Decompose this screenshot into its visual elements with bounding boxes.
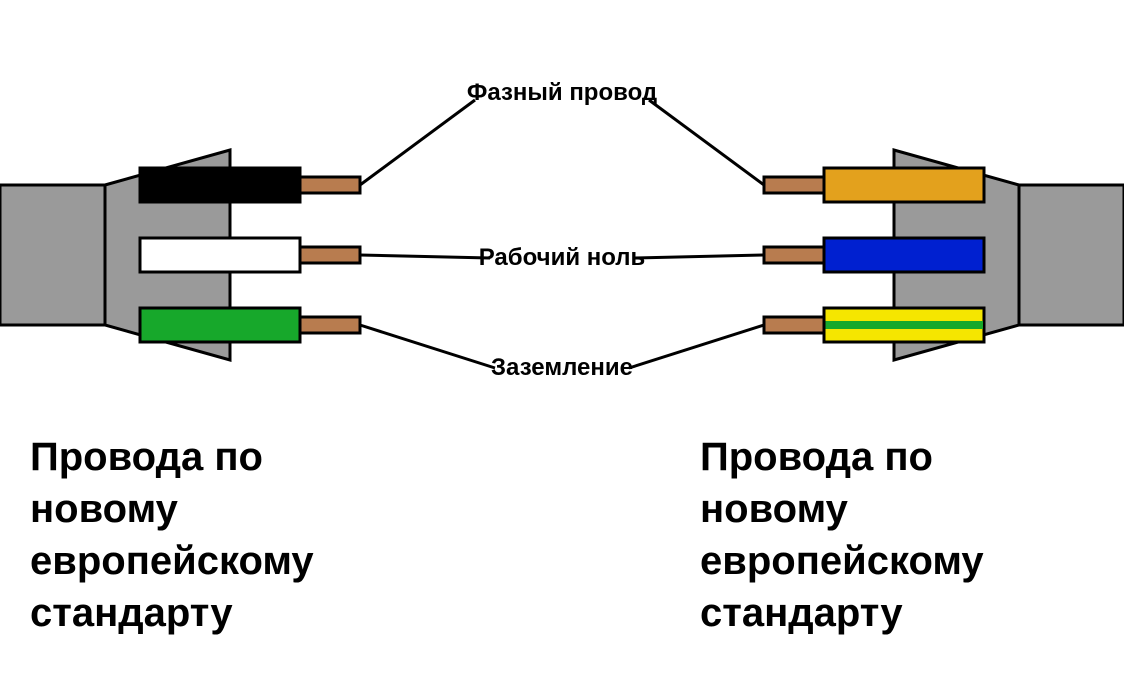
left-ground-copper <box>300 317 360 333</box>
right-ground-insulation-stripe <box>825 321 983 329</box>
label-ground: Заземление <box>491 354 633 381</box>
right-phase-insulation <box>824 168 984 202</box>
right-sheath <box>1019 185 1124 325</box>
right-phase-copper <box>764 177 824 193</box>
right-caption-line1: Провода по <box>700 435 933 479</box>
left-ground-insulation <box>140 308 300 342</box>
right-caption-line3: европейскому <box>700 539 984 583</box>
right-neutral-copper <box>764 247 824 263</box>
right-ground-copper <box>764 317 824 333</box>
right-caption-line4: стандарту <box>700 591 903 635</box>
left-phase-copper <box>300 177 360 193</box>
label-neutral: Рабочий ноль <box>479 244 646 271</box>
left-neutral-insulation <box>140 238 300 272</box>
right-caption-line2: новому <box>700 487 849 531</box>
left-caption-line3: европейскому <box>30 539 314 583</box>
left-phase-insulation <box>140 168 300 202</box>
left-neutral-copper <box>300 247 360 263</box>
right-neutral-insulation <box>824 238 984 272</box>
left-caption-line1: Провода по <box>30 435 263 479</box>
left-caption-line2: новому <box>30 487 179 531</box>
label-phase: Фазный провод <box>467 79 657 106</box>
left-caption-line4: стандарту <box>30 591 233 635</box>
left-sheath <box>0 185 105 325</box>
